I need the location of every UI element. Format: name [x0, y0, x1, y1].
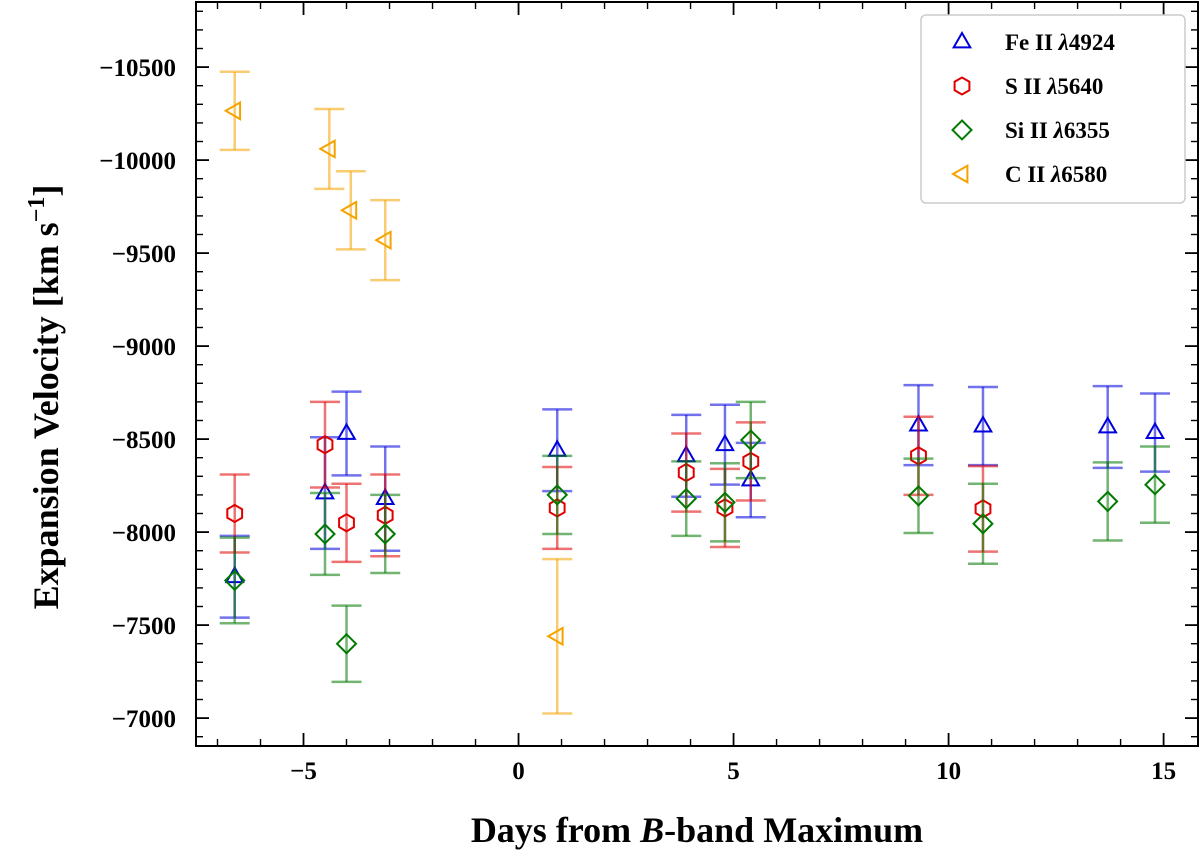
marker-diamond-4 — [546, 483, 569, 506]
x-tick-label: 15 — [1151, 758, 1176, 785]
point-triangle-left-4 — [542, 557, 573, 715]
point-diamond-6 — [709, 462, 740, 543]
marker-diamond-9 — [972, 512, 994, 535]
marker-hexagon-1 — [316, 434, 334, 455]
y-tick-label: −8000 — [112, 520, 176, 547]
marker-triangle-left-4 — [546, 626, 564, 647]
marker-diamond-6 — [714, 491, 736, 514]
marker-triangle-left-2 — [339, 200, 358, 221]
y-tick-label: −9500 — [112, 241, 176, 268]
axes: −5 0 5 10 15 −7000 −7500 −8000 −8500 −9000 −9500 −1… — [99, 1, 1199, 785]
legend-label-wavelength: 6580 — [1061, 162, 1107, 187]
point-diamond-11 — [1139, 445, 1170, 525]
point-diamond-5 — [671, 460, 702, 538]
data-marks — [219, 70, 1170, 715]
x-tick-label: 5 — [727, 758, 740, 785]
legend-box — [920, 14, 1186, 204]
point-hexagon-2 — [331, 482, 362, 564]
point-diamond-3 — [370, 493, 401, 575]
legend-label-lambda: λ — [1058, 30, 1069, 55]
legend-marker-triangle-up — [951, 30, 973, 49]
legend-label-triangle-left: C II λ6580 — [1005, 162, 1107, 187]
x-tick-label: −5 — [290, 758, 317, 785]
legend-label-ion: S II — [1005, 74, 1047, 99]
legend-label-lambda: λ — [1050, 162, 1061, 187]
marker-triangle-up-11 — [1144, 421, 1166, 439]
legend-label-ion: Fe II — [1005, 30, 1059, 55]
y-tick-label: −7500 — [112, 613, 176, 640]
y-tick-label: −9000 — [112, 334, 176, 361]
marker-hexagon-0 — [226, 503, 244, 524]
marker-diamond-5 — [675, 487, 698, 510]
point-triangle-left-3 — [370, 198, 401, 282]
marker-diamond-2 — [335, 632, 358, 655]
marker-diamond-7 — [739, 429, 762, 451]
marker-diamond-0 — [223, 569, 246, 592]
marker-triangle-up-6 — [714, 433, 735, 452]
legend-label-ion: Si II — [1005, 118, 1054, 143]
marker-triangle-left-1 — [318, 138, 336, 159]
marker-diamond-11 — [1144, 473, 1166, 496]
marker-hexagon-2 — [338, 513, 355, 533]
point-hexagon-1 — [310, 400, 341, 489]
legend-label-triangle-up: Fe II λ4924 — [1005, 30, 1115, 55]
y-tick-label: −8500 — [112, 427, 176, 454]
plot-frame — [195, 1, 1199, 747]
legend-label-ion: C II — [1005, 162, 1051, 187]
marker-diamond-1 — [314, 523, 336, 545]
point-triangle-left-0 — [219, 70, 250, 152]
legend-label-lambda: λ — [1053, 118, 1064, 143]
legend-label-lambda: λ — [1046, 74, 1057, 99]
marker-triangle-up-10 — [1097, 415, 1118, 434]
y-tick-label: −10500 — [99, 55, 176, 82]
point-triangle-left-1 — [314, 107, 345, 191]
legend-marker-triangle-left — [950, 163, 969, 185]
x-tick-label: 0 — [512, 758, 525, 785]
legend-marker-diamond — [951, 119, 973, 141]
x-axis-label: Days from B-band Maximum — [471, 810, 923, 850]
y-tick-label: −7000 — [112, 706, 176, 733]
legend-marker-hexagon — [953, 76, 971, 96]
marker-triangle-left-3 — [374, 230, 392, 251]
point-triangle-left-2 — [335, 170, 366, 251]
point-diamond-1 — [310, 491, 341, 577]
legend-label-wavelength: 6355 — [1064, 118, 1110, 143]
y-tick-label: −10000 — [99, 148, 176, 175]
point-diamond-2 — [331, 604, 362, 684]
legend-label-wavelength: 5640 — [1057, 74, 1103, 99]
marker-triangle-up-9 — [972, 415, 994, 433]
marker-triangle-left-0 — [223, 100, 242, 121]
marker-triangle-up-2 — [336, 422, 357, 440]
point-diamond-7 — [735, 400, 766, 480]
point-diamond-4 — [542, 454, 573, 536]
marker-diamond-10 — [1096, 490, 1119, 513]
point-triangle-up-10 — [1092, 384, 1123, 470]
x-tick-label: 10 — [936, 758, 961, 785]
point-diamond-0 — [219, 536, 250, 625]
point-diamond-9 — [967, 482, 998, 565]
point-diamond-8 — [903, 457, 934, 535]
legend-label-diamond: Si II λ6355 — [1005, 118, 1110, 143]
legend-label-wavelength: 4924 — [1069, 30, 1116, 55]
point-triangle-up-2 — [331, 390, 362, 477]
marker-diamond-3 — [374, 523, 397, 545]
y-axis-label: Expansion Velocity [km s−1] — [24, 185, 66, 610]
marker-diamond-8 — [907, 484, 930, 507]
point-diamond-10 — [1092, 461, 1123, 542]
legend-label-hexagon: S II λ5640 — [1005, 74, 1103, 99]
